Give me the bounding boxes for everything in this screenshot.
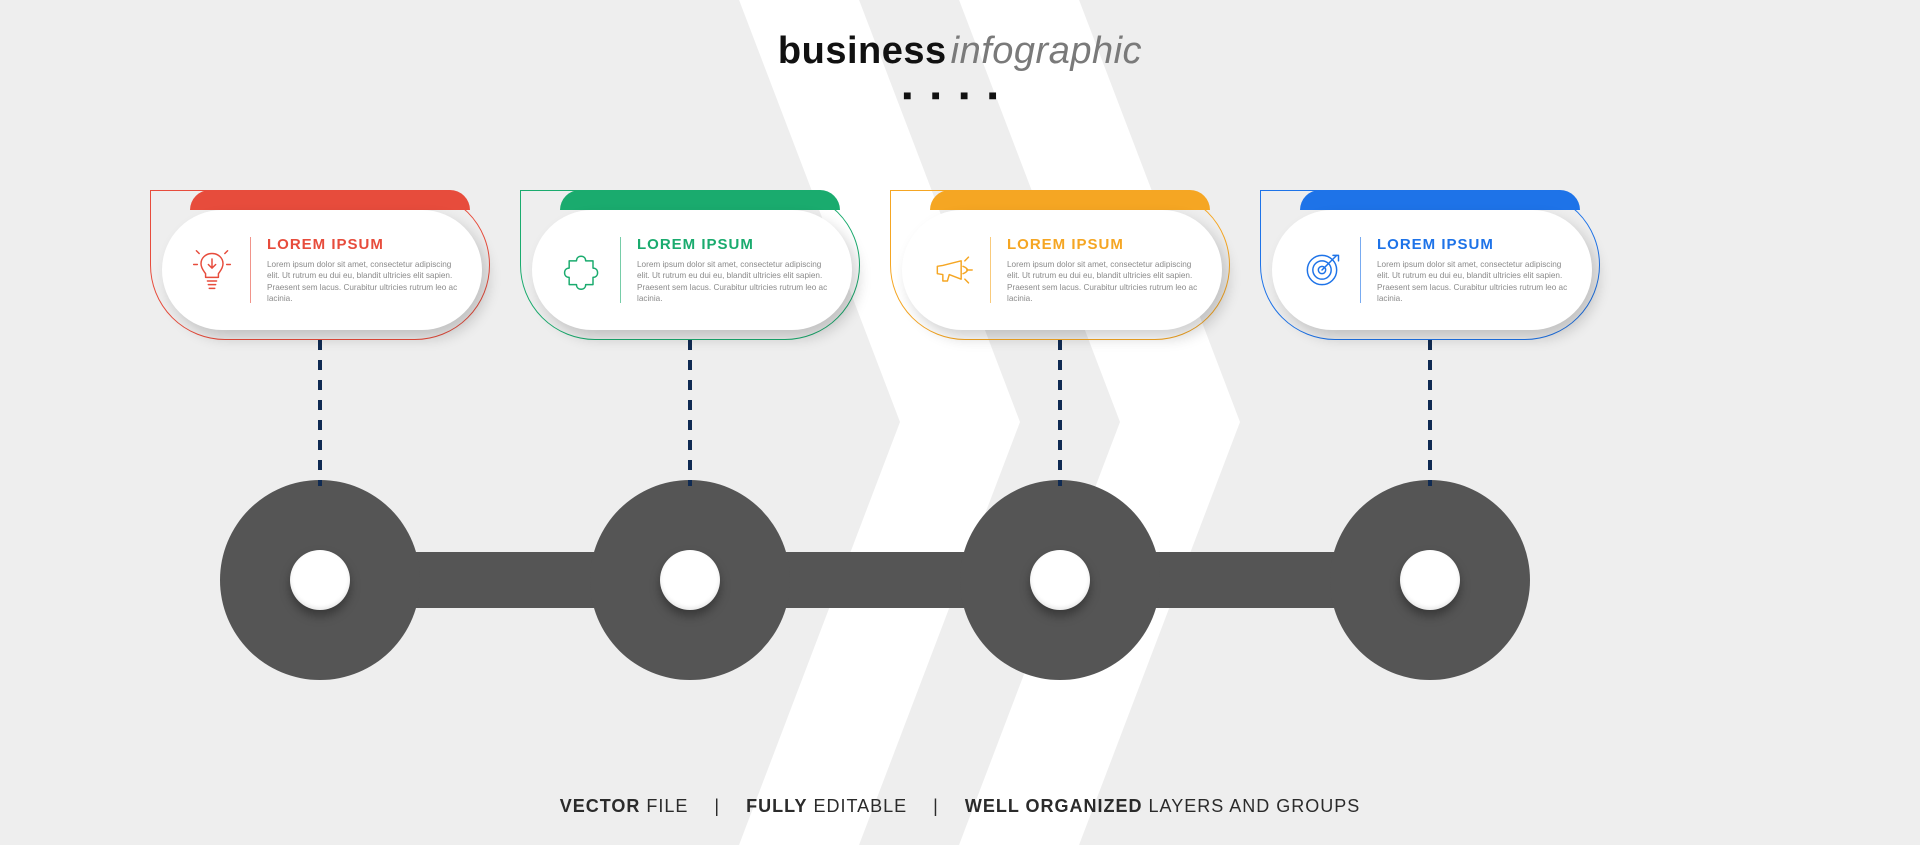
card-title: LOREM IPSUM [637, 236, 830, 253]
card-color-bar [190, 190, 470, 210]
card-text: LOREM IPSUM Lorem ipsum dolor sit amet, c… [1007, 236, 1200, 303]
infographic-stage: businessinfographic ■■■■ LOREM IPSUM Lore… [0, 0, 1920, 845]
card-divider [990, 237, 991, 303]
card-divider [620, 237, 621, 303]
lightbulb-icon [188, 246, 236, 294]
card-title: LOREM IPSUM [267, 236, 460, 253]
card-divider [1360, 237, 1361, 303]
card-color-bar [1300, 190, 1580, 210]
card-divider [250, 237, 251, 303]
target-icon [1298, 246, 1346, 294]
main-title: businessinfographic [0, 30, 1920, 73]
card-body: Lorem ipsum dolor sit amet, consectetur … [267, 259, 460, 303]
title-light: infographic [951, 30, 1142, 72]
step-card-3: LOREM IPSUM Lorem ipsum dolor sit amet, c… [890, 190, 1230, 340]
step-card-4: LOREM IPSUM Lorem ipsum dolor sit amet, c… [1260, 190, 1600, 340]
puzzle-icon [558, 246, 606, 294]
card-body: Lorem ipsum dolor sit amet, consectetur … [1377, 259, 1570, 303]
footer-sep: | [933, 796, 939, 816]
card-title: LOREM IPSUM [1377, 236, 1570, 253]
card-pill: LOREM IPSUM Lorem ipsum dolor sit amet, c… [162, 210, 482, 330]
footer-bold-1: FULLY [746, 796, 807, 816]
card-title: LOREM IPSUM [1007, 236, 1200, 253]
step-card-1: LOREM IPSUM Lorem ipsum dolor sit amet, c… [150, 190, 490, 340]
card-body: Lorem ipsum dolor sit amet, consectetur … [1007, 259, 1200, 303]
megaphone-icon [928, 246, 976, 294]
card-text: LOREM IPSUM Lorem ipsum dolor sit amet, c… [267, 236, 460, 303]
footer-light-2: LAYERS AND GROUPS [1149, 796, 1361, 816]
footer-bold-2: WELL ORGANIZED [965, 796, 1143, 816]
card-text: LOREM IPSUM Lorem ipsum dolor sit amet, c… [637, 236, 830, 303]
step-card-2: LOREM IPSUM Lorem ipsum dolor sit amet, c… [520, 190, 860, 340]
step-cards-row: LOREM IPSUM Lorem ipsum dolor sit amet, c… [0, 190, 1920, 370]
footer-light-1: EDITABLE [813, 796, 907, 816]
footer-sep: | [714, 796, 720, 816]
card-pill: LOREM IPSUM Lorem ipsum dolor sit amet, c… [532, 210, 852, 330]
footer: VECTOR FILE | FULLY EDITABLE | WELL ORGANIZE… [0, 796, 1920, 817]
header: businessinfographic ■■■■ [0, 30, 1920, 103]
card-color-bar [930, 190, 1210, 210]
connectors [0, 0, 1920, 845]
card-pill: LOREM IPSUM Lorem ipsum dolor sit amet, c… [1272, 210, 1592, 330]
card-pill: LOREM IPSUM Lorem ipsum dolor sit amet, c… [902, 210, 1222, 330]
header-dots: ■■■■ [0, 87, 1920, 103]
footer-light-0: FILE [646, 796, 688, 816]
card-color-bar [560, 190, 840, 210]
card-text: LOREM IPSUM Lorem ipsum dolor sit amet, c… [1377, 236, 1570, 303]
card-body: Lorem ipsum dolor sit amet, consectetur … [637, 259, 830, 303]
title-bold: business [778, 30, 947, 72]
footer-bold-0: VECTOR [560, 796, 641, 816]
